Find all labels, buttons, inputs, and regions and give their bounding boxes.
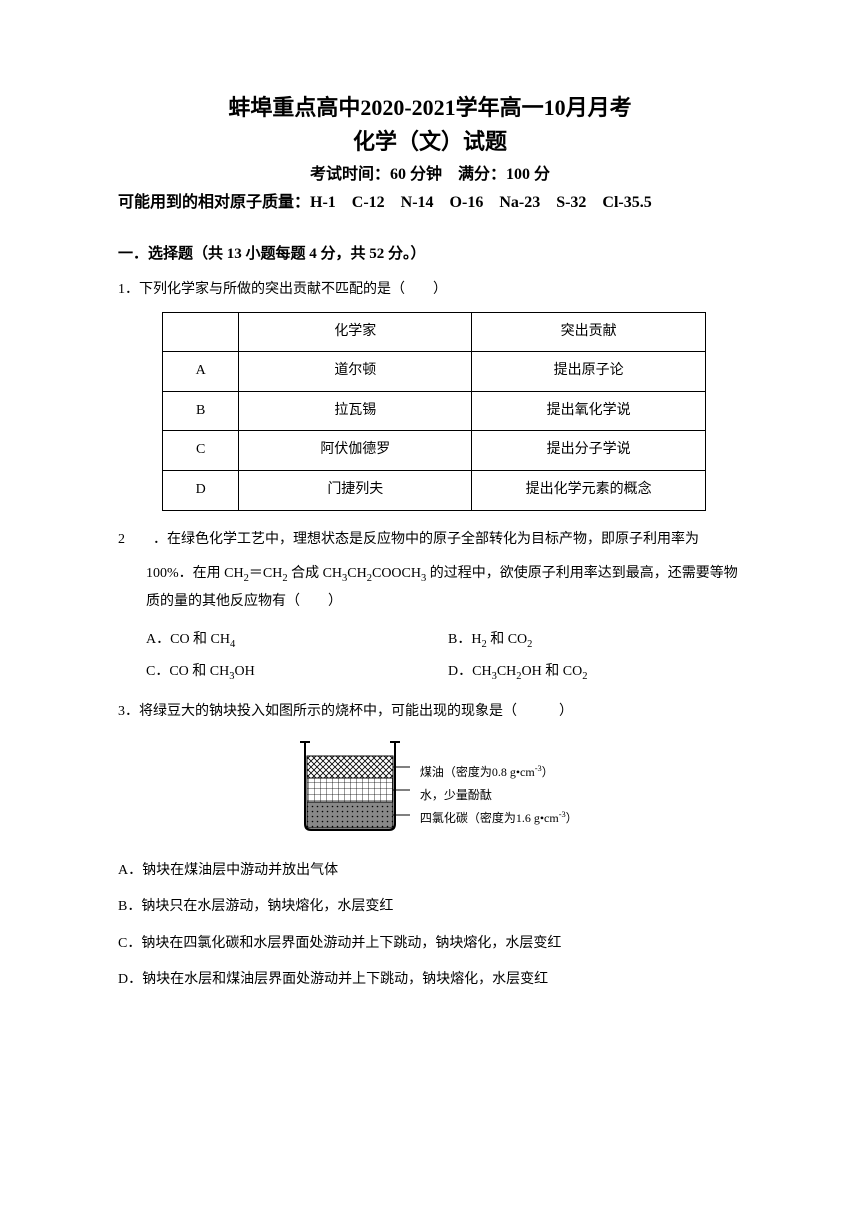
table-row: 化学家 突出贡献: [163, 312, 706, 352]
q3-option-a: A．钠块在煤油层中游动并放出气体: [118, 858, 750, 885]
title-line-1: 蚌埠重点高中2020-2021学年高一10月月考: [110, 90, 750, 122]
atomic-masses: 可能用到的相对原子质量：H-1 C-12 N-14 O-16 Na-23 S-3…: [118, 188, 750, 212]
q2-option-d: D．CH3CH2OH 和 CO2: [448, 659, 750, 687]
row-name: 拉瓦锡: [239, 391, 472, 431]
exam-time-info: 考试时间：60 分钟 满分：100 分: [110, 160, 750, 184]
q3-option-b: B．钠块只在水层游动，钠块熔化，水层变红: [118, 894, 750, 921]
row-contrib: 提出原子论: [472, 352, 705, 392]
opt-text: C．CO 和 CH: [146, 664, 229, 679]
row-label: C: [163, 431, 239, 471]
beaker-labels: 煤油（密度为0.8 g•cm-3） 水，少量酚酞 四氯化碳（密度为1.6 g•c…: [420, 761, 578, 829]
opt-text: B．H: [448, 632, 481, 647]
q1-table: 化学家 突出贡献 A 道尔顿 提出原子论 B 拉瓦锡 提出氧化学说 C 阿伏伽德…: [162, 312, 706, 511]
beaker-icon: [290, 734, 410, 834]
q2-text: 合成 CH: [288, 566, 342, 581]
q2-option-c: C．CO 和 CH3OH: [146, 659, 448, 687]
table-head-col2: 突出贡献: [472, 312, 705, 352]
beaker-figure: 煤油（密度为0.8 g•cm-3） 水，少量酚酞 四氯化碳（密度为1.6 g•c…: [118, 734, 750, 844]
row-name: 门捷列夫: [239, 470, 472, 510]
q2-stem-line2: 100%．在用 CH2＝CH2 合成 CH3CH2COOCH3 的过程中，欲使原…: [146, 561, 750, 615]
question-2: 2 ．在绿色化学工艺中，理想状态是反应物中的原子全部转化为目标产物，即原子利用率…: [118, 527, 750, 687]
title-line-2: 化学（文）试题: [110, 124, 750, 156]
label-text: ）: [566, 811, 578, 825]
opt-text: D．CH: [448, 664, 492, 679]
exam-page: 蚌埠重点高中2020-2021学年高一10月月考 化学（文）试题 考试时间：60…: [0, 0, 860, 1044]
table-head-col1: 化学家: [239, 312, 472, 352]
row-label: B: [163, 391, 239, 431]
q3-stem: 3．将绿豆大的钠块投入如图所示的烧杯中，可能出现的现象是（ ）: [118, 699, 750, 726]
q3-option-d: D．钠块在水层和煤油层界面处游动并上下跳动，钠块熔化，水层变红: [118, 967, 750, 994]
label-text: 煤油（密度为0.8 g•cm: [420, 765, 535, 779]
q2-options-row2: C．CO 和 CH3OH D．CH3CH2OH 和 CO2: [146, 659, 750, 687]
row-label: D: [163, 470, 239, 510]
q2-option-a: A．CO 和 CH4: [146, 627, 448, 655]
beaker-label-3: 四氯化碳（密度为1.6 g•cm-3）: [420, 807, 578, 830]
section-1-head: 一．选择题（共 13 小题每题 4 分，共 52 分。）: [118, 242, 750, 263]
q2-text: COOCH: [372, 566, 421, 581]
table-row: D 门捷列夫 提出化学元素的概念: [163, 470, 706, 510]
q2-option-b: B．H2 和 CO2: [448, 627, 750, 655]
opt-text: OH: [234, 664, 254, 679]
opt-text: 和 CO: [487, 632, 527, 647]
q2-stem-line1: 2 ．在绿色化学工艺中，理想状态是反应物中的原子全部转化为目标产物，即原子利用率…: [118, 527, 750, 554]
table-row: A 道尔顿 提出原子论: [163, 352, 706, 392]
q2-text: ＝CH: [249, 566, 282, 581]
row-contrib: 提出分子学说: [472, 431, 705, 471]
row-name: 道尔顿: [239, 352, 472, 392]
row-contrib: 提出氧化学说: [472, 391, 705, 431]
sub-2: 2: [527, 639, 532, 650]
table-row: C 阿伏伽德罗 提出分子学说: [163, 431, 706, 471]
label-text: 四氯化碳（密度为1.6 g•cm: [420, 811, 559, 825]
opt-text: OH 和 CO: [522, 664, 583, 679]
opt-text: A．CO 和 CH: [146, 632, 230, 647]
question-3: 3．将绿豆大的钠块投入如图所示的烧杯中，可能出现的现象是（ ）: [118, 699, 750, 994]
q2-text: CH: [347, 566, 366, 581]
table-head-blank: [163, 312, 239, 352]
row-name: 阿伏伽德罗: [239, 431, 472, 471]
row-label: A: [163, 352, 239, 392]
opt-text: CH: [497, 664, 516, 679]
label-text: ）: [542, 765, 554, 779]
beaker-label-1: 煤油（密度为0.8 g•cm-3）: [420, 761, 578, 784]
sub-4: 4: [230, 639, 235, 650]
table-row: B 拉瓦锡 提出氧化学说: [163, 391, 706, 431]
row-contrib: 提出化学元素的概念: [472, 470, 705, 510]
q2-text: 100%．在用 CH: [146, 566, 244, 581]
q1-stem: 1．下列化学家与所做的突出贡献不匹配的是（ ）: [118, 277, 750, 304]
question-1: 1．下列化学家与所做的突出贡献不匹配的是（ ） 化学家 突出贡献 A 道尔顿 提…: [118, 277, 750, 511]
q3-option-c: C．钠块在四氯化碳和水层界面处游动并上下跳动，钠块熔化，水层变红: [118, 931, 750, 958]
beaker-label-2: 水，少量酚酞: [420, 784, 578, 807]
q2-options-row1: A．CO 和 CH4 B．H2 和 CO2: [146, 627, 750, 655]
sub-2: 2: [582, 671, 587, 682]
